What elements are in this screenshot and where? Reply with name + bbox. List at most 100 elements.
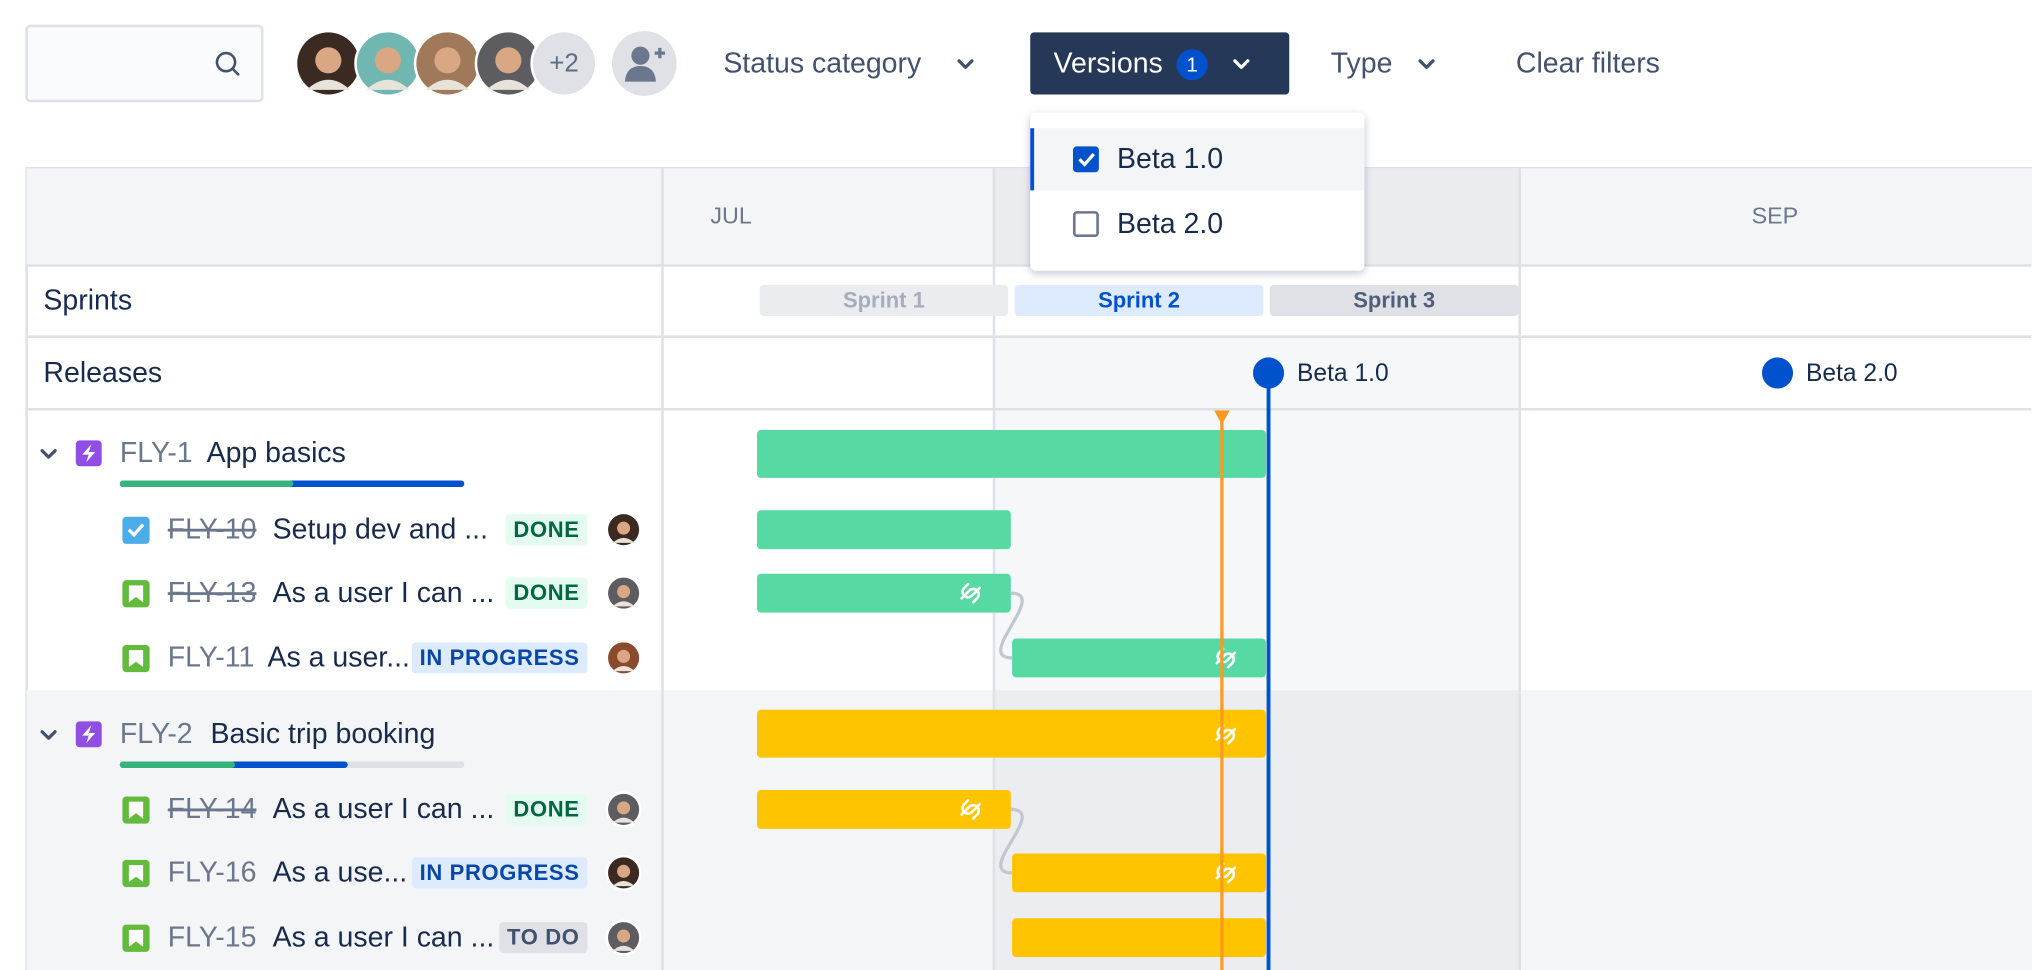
story-icon-mark <box>128 585 144 603</box>
link-icon <box>1215 723 1237 745</box>
search-box[interactable] <box>25 24 264 103</box>
chevron-down[interactable] <box>1418 59 1435 69</box>
story-icon-mark <box>128 801 144 819</box>
content: +2 Status category Versions 1 Type Clear filt… <box>25 24 2032 970</box>
schedule-bar[interactable] <box>756 573 1011 613</box>
avatar-face <box>617 801 631 815</box>
filter-status-category[interactable]: Status category <box>723 47 922 79</box>
schedule-bar[interactable] <box>1012 638 1266 678</box>
avatar-body <box>612 945 635 951</box>
link-icon <box>960 799 982 820</box>
issue-title[interactable]: Setup dev and ... <box>273 514 488 546</box>
link-icon <box>1215 647 1237 669</box>
search-icon <box>215 51 237 73</box>
issue-key[interactable]: FLY-14 <box>168 793 257 825</box>
add-people-icon <box>631 46 650 65</box>
sprint-bar[interactable] <box>1269 284 1519 316</box>
schedule-bar[interactable] <box>756 510 1011 550</box>
sprint-label: Sprint 2 <box>1098 288 1180 313</box>
clear-filters[interactable]: Clear filters <box>1516 47 1660 79</box>
sprint-bar[interactable] <box>759 284 1009 316</box>
issue-title[interactable]: As a user I can ... <box>273 921 495 953</box>
avatar-body <box>612 601 635 607</box>
avatar-face <box>617 585 631 599</box>
search-icon <box>231 67 240 77</box>
versions-badge-count: 1 <box>1186 54 1198 77</box>
avatar-overflow[interactable] <box>532 32 596 95</box>
month-label: SEP <box>1752 203 1799 229</box>
avatar-face <box>434 47 461 74</box>
avatar-body <box>486 79 531 90</box>
issue-key[interactable]: FLY-2 <box>120 718 193 750</box>
avatar-face <box>374 47 401 74</box>
chevron-down[interactable] <box>40 730 57 740</box>
avatar-face <box>617 649 631 663</box>
avatar-face <box>617 929 631 943</box>
row-label: Releases <box>43 357 162 389</box>
schedule-bar[interactable] <box>756 429 1266 478</box>
epic-icon-bolt <box>82 444 96 463</box>
release-marker[interactable] <box>1252 357 1285 389</box>
versions-badge <box>1176 49 1208 81</box>
status-lozenge <box>505 577 588 609</box>
add-people-icon <box>654 47 666 59</box>
schedule-bar[interactable] <box>756 789 1011 829</box>
issue-key[interactable]: FLY-1 <box>120 437 193 469</box>
avatar-face <box>617 864 631 878</box>
release-label: Beta 1.0 <box>1297 360 1389 387</box>
story-icon-mark <box>128 650 144 667</box>
status-label: DONE <box>513 797 579 822</box>
issue-key[interactable]: FLY-16 <box>168 857 257 889</box>
epic-title[interactable]: App basics <box>207 437 346 469</box>
schedule-bar[interactable] <box>1012 853 1266 893</box>
issue-key[interactable]: FLY-10 <box>168 514 257 546</box>
chevron-down[interactable] <box>1233 59 1250 69</box>
row-label: Sprints <box>43 284 132 316</box>
issue-key[interactable]: FLY-11 <box>168 642 255 674</box>
issue-title[interactable]: As a user... <box>267 642 410 674</box>
dependency-line <box>999 591 1024 660</box>
status-lozenge <box>505 793 588 825</box>
link-icon <box>960 582 982 604</box>
dependency-line <box>999 807 1024 875</box>
issue-key[interactable]: FLY-15 <box>168 921 257 953</box>
checkbox-checked[interactable] <box>1072 146 1099 173</box>
release-marker[interactable] <box>1761 357 1794 389</box>
progress-done <box>119 480 294 487</box>
schedule-bar[interactable] <box>756 709 1266 758</box>
status-lozenge <box>499 922 588 954</box>
avatar-face <box>495 47 522 74</box>
checkbox[interactable] <box>1072 211 1099 237</box>
progress-done <box>119 761 236 768</box>
filter-versions-label: Versions <box>1054 47 1163 79</box>
avatar-body <box>612 881 635 887</box>
avatar-body <box>306 79 351 90</box>
issue-title[interactable]: As a user I can ... <box>273 793 495 825</box>
chevron-down[interactable] <box>957 59 974 69</box>
option-label[interactable]: Beta 1.0 <box>1117 143 1223 175</box>
status-label: DONE <box>513 580 579 605</box>
schedule-bar[interactable] <box>1012 918 1266 958</box>
chevron-down[interactable] <box>40 449 57 459</box>
issue-title[interactable]: As a user I can ... <box>273 577 495 609</box>
task-icon-check <box>127 523 145 538</box>
option-selected-bar <box>1030 128 1035 191</box>
issue-title[interactable]: As a use... <box>273 857 408 889</box>
checkbox-check <box>1078 153 1095 167</box>
avatar-overflow-count: +2 <box>549 50 579 78</box>
filter-type[interactable]: Type <box>1331 47 1393 79</box>
epic-title[interactable]: Basic trip booking <box>210 718 435 750</box>
link-icon <box>1215 862 1237 884</box>
filter-versions[interactable] <box>1030 32 1290 95</box>
sprint-label: Sprint 1 <box>843 288 925 313</box>
option-label[interactable]: Beta 2.0 <box>1117 208 1223 240</box>
story-icon-mark <box>128 929 144 947</box>
sprint-bar[interactable] <box>1014 284 1264 316</box>
issue-key[interactable]: FLY-13 <box>168 577 257 609</box>
today-marker <box>1214 410 1230 425</box>
month-label: JUL <box>710 203 751 229</box>
avatar-body <box>612 817 635 823</box>
avatar-face <box>617 521 631 535</box>
avatar-body <box>425 79 470 90</box>
